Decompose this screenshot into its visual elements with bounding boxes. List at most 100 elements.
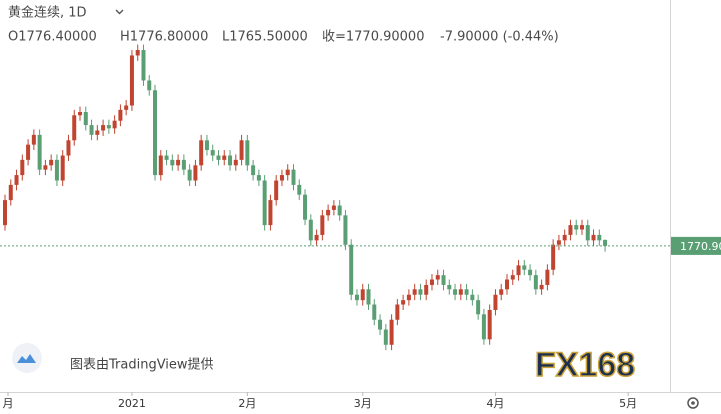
candle-body xyxy=(8,184,13,201)
candle-body xyxy=(493,294,498,310)
candle-body xyxy=(124,105,129,110)
gear-center[interactable] xyxy=(691,401,695,405)
candle-body xyxy=(101,125,106,131)
candle-body xyxy=(112,120,117,129)
candle-body xyxy=(580,225,584,230)
header-low: L1765.50000 xyxy=(222,30,308,45)
candle-body xyxy=(193,165,198,181)
candle-body xyxy=(239,140,244,160)
candle-body xyxy=(141,50,146,81)
candle-body xyxy=(308,219,313,241)
candle-body xyxy=(285,169,290,176)
candle-body xyxy=(43,165,48,170)
candle-body xyxy=(476,300,481,315)
candle-body xyxy=(83,112,88,126)
x-tick-label: 4月 xyxy=(486,397,504,410)
candle-body xyxy=(176,159,181,166)
candle-body xyxy=(216,155,221,160)
candle-body xyxy=(14,175,19,185)
candle-body xyxy=(291,169,296,185)
candle-body xyxy=(603,239,608,246)
candle-body xyxy=(378,319,383,330)
candle-body xyxy=(147,80,152,91)
candle-body xyxy=(49,159,54,166)
candle-body xyxy=(72,115,77,141)
candle-body xyxy=(228,155,233,166)
x-tick-label: 5月 xyxy=(619,397,637,410)
candle-body xyxy=(78,112,83,116)
candle-body xyxy=(20,159,25,176)
candle-body xyxy=(464,289,469,295)
dropdown-icon[interactable] xyxy=(115,9,124,15)
candle-body xyxy=(95,130,100,135)
candle-body xyxy=(89,125,94,135)
gear[interactable] xyxy=(687,397,699,409)
candle-body xyxy=(106,125,111,129)
last-price-box xyxy=(671,236,721,255)
candle-body xyxy=(568,225,573,235)
candle-body xyxy=(66,140,71,156)
candle-body xyxy=(233,159,238,166)
candle-body xyxy=(574,225,579,230)
candle-body xyxy=(245,140,250,166)
candle-body xyxy=(366,289,371,305)
header-open: O1776.40000 xyxy=(8,30,97,45)
candle-body xyxy=(441,275,446,285)
candle-body xyxy=(406,294,411,301)
logo: FX168 xyxy=(535,346,635,384)
candle-body xyxy=(395,304,400,320)
candle-body xyxy=(429,279,434,285)
candle-body xyxy=(354,294,359,301)
header-high: H1776.80000 xyxy=(120,30,208,45)
candle-body xyxy=(303,194,308,220)
candle-body xyxy=(164,155,169,160)
candle-body xyxy=(533,275,538,290)
candle-body xyxy=(118,109,123,121)
candle-body xyxy=(528,269,533,276)
candle-body xyxy=(597,234,602,241)
x-tick-label: 2021 xyxy=(118,397,146,410)
candle-body xyxy=(129,55,134,106)
candle-body xyxy=(204,140,209,151)
candle-body xyxy=(60,155,65,181)
tv-logo xyxy=(12,343,42,373)
candle-body xyxy=(331,205,336,210)
candle-body xyxy=(424,284,429,295)
candle-body xyxy=(135,50,140,56)
candle-body xyxy=(222,155,227,160)
candle-body xyxy=(545,269,550,285)
candle-body xyxy=(297,184,302,195)
candle-body xyxy=(320,215,325,235)
settings-icon[interactable] xyxy=(687,397,699,409)
chart-title: 黄金连续, 1D xyxy=(8,5,87,21)
x-tick-label: 月 xyxy=(3,397,14,410)
header-close: 收=1770.90000 xyxy=(322,30,424,45)
candle-body xyxy=(522,265,527,270)
candle-body xyxy=(499,289,504,295)
candle-body xyxy=(418,289,423,295)
candle-body xyxy=(562,234,567,241)
candle-body xyxy=(383,329,388,345)
candle-body xyxy=(389,319,394,345)
candle-body xyxy=(279,175,284,181)
candle-body xyxy=(401,300,406,305)
candle-body xyxy=(158,155,163,176)
candle-body xyxy=(360,289,365,301)
candle-body xyxy=(326,209,331,216)
candle-body xyxy=(412,289,417,295)
candle-body xyxy=(170,159,175,166)
header-change: -7.90000 (-0.44%) xyxy=(440,30,559,45)
candle-body xyxy=(343,215,348,245)
candle-body xyxy=(539,284,544,290)
candle-body xyxy=(256,175,261,181)
candle-body xyxy=(585,225,590,241)
candle-body xyxy=(481,314,486,340)
candle-body xyxy=(516,265,521,276)
candle-body xyxy=(251,165,256,176)
candle-body xyxy=(510,275,515,280)
candle-body xyxy=(3,200,7,226)
candle-body xyxy=(591,234,596,241)
x-tick-label: 3月 xyxy=(354,397,372,410)
